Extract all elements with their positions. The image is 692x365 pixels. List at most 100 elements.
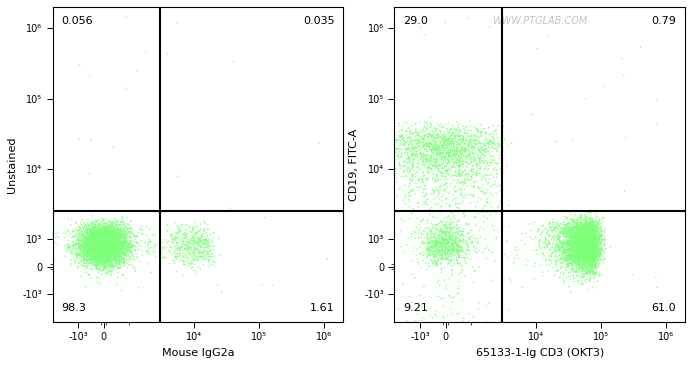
Point (430, 248, 441, 254)
Point (564, 253, 575, 259)
Point (558, 243, 569, 249)
Point (581, 241, 592, 247)
Point (439, 315, 450, 320)
Point (111, 240, 122, 246)
Point (584, 278, 595, 284)
Point (516, 238, 527, 243)
Point (196, 228, 207, 234)
Point (425, 333, 436, 338)
Point (91, 239, 102, 245)
Point (410, 133, 421, 139)
Point (82, 242, 93, 248)
Point (84, 247, 95, 253)
Point (585, 253, 597, 259)
Point (102, 219, 113, 225)
Point (107, 233, 118, 239)
Point (454, 248, 465, 254)
Point (101, 249, 112, 255)
Point (555, 238, 566, 244)
Point (93, 250, 104, 256)
Point (480, 185, 491, 191)
Point (50, 240, 61, 246)
Point (96, 241, 107, 247)
Point (574, 244, 585, 250)
Point (111, 234, 122, 240)
Point (475, 132, 486, 138)
Point (567, 260, 578, 266)
Point (475, 146, 486, 152)
Point (96, 242, 107, 248)
Point (106, 250, 117, 256)
Point (104, 244, 116, 250)
Point (451, 291, 462, 296)
Point (74, 246, 85, 251)
Point (587, 268, 598, 274)
Point (94, 238, 105, 244)
Point (171, 250, 182, 256)
Point (95, 240, 107, 246)
Point (565, 232, 576, 238)
Point (586, 253, 597, 259)
Point (98, 237, 109, 243)
Point (547, 229, 558, 235)
Point (188, 237, 199, 243)
Point (73, 259, 84, 265)
Point (192, 247, 203, 253)
Point (60, 253, 71, 259)
Point (100, 249, 111, 255)
Point (108, 224, 119, 230)
Point (573, 226, 584, 232)
Point (185, 262, 196, 268)
Point (385, 141, 397, 147)
Point (101, 242, 112, 247)
Point (98, 245, 109, 250)
Point (588, 241, 599, 247)
Point (434, 239, 445, 245)
Point (582, 227, 593, 233)
Point (585, 252, 596, 258)
Point (446, 252, 457, 258)
Point (441, 237, 453, 243)
Point (437, 124, 448, 130)
Point (173, 225, 184, 231)
Point (48, 237, 59, 243)
Point (113, 232, 125, 238)
Point (580, 257, 591, 262)
Point (446, 149, 457, 155)
Point (89, 236, 100, 242)
Point (582, 228, 593, 234)
Point (578, 228, 589, 234)
Point (180, 242, 191, 248)
Point (109, 237, 120, 243)
Point (581, 227, 592, 233)
Point (596, 239, 607, 245)
Point (113, 255, 125, 261)
Point (86, 213, 98, 219)
Point (588, 243, 599, 249)
Point (110, 234, 121, 240)
Point (79, 247, 90, 253)
Point (428, 158, 439, 164)
Point (102, 235, 113, 241)
Point (108, 253, 119, 258)
Point (588, 222, 599, 228)
Point (86, 220, 97, 226)
Point (97, 261, 108, 267)
Point (410, 145, 421, 151)
Point (166, 251, 177, 257)
Point (114, 265, 125, 271)
Point (426, 153, 437, 159)
Point (100, 243, 111, 249)
Point (585, 254, 597, 260)
Point (587, 241, 598, 247)
Point (593, 249, 604, 255)
Point (95, 237, 106, 243)
Point (169, 237, 180, 243)
Point (89, 243, 100, 249)
Point (583, 252, 594, 258)
Point (565, 244, 576, 250)
Point (581, 261, 592, 267)
Point (428, 239, 439, 245)
Point (439, 222, 450, 227)
Point (76, 242, 87, 248)
